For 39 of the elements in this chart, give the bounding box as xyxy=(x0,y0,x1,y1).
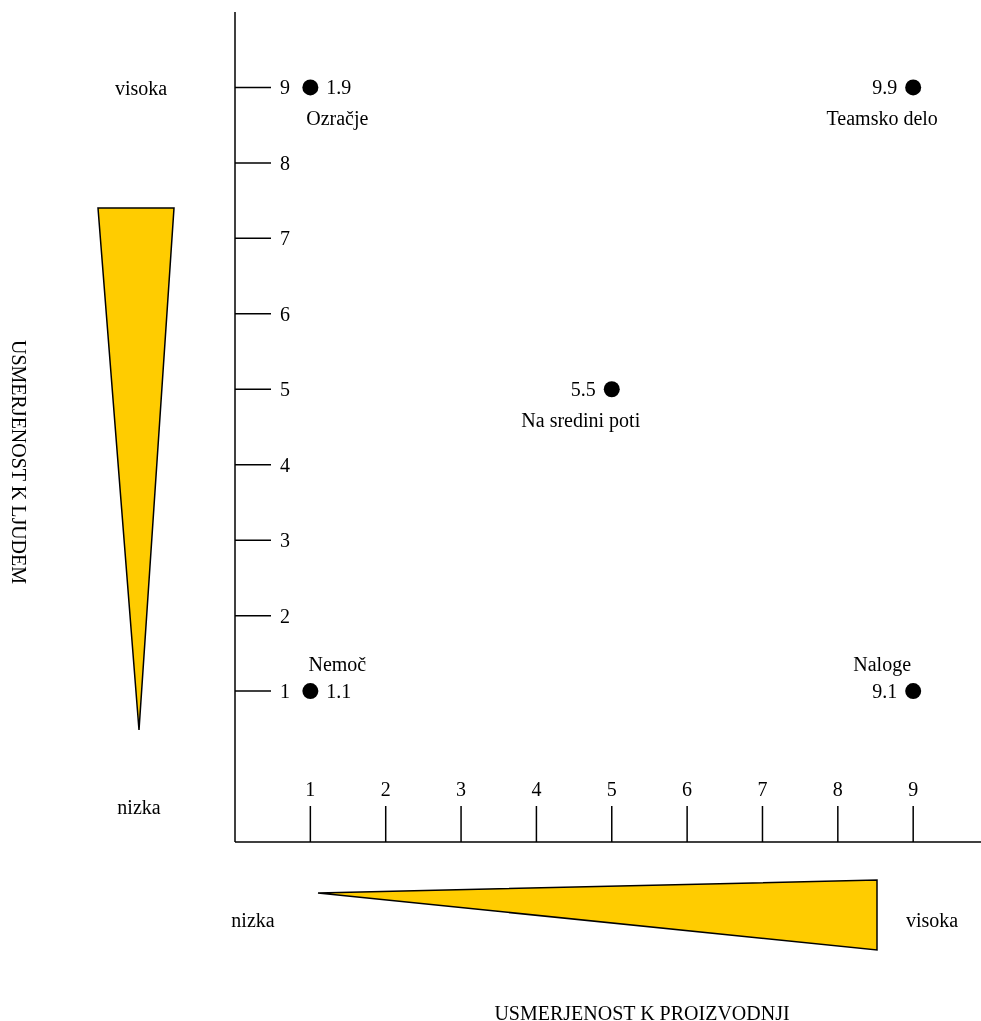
x-tick-label: 3 xyxy=(456,778,467,800)
x-tick-label: 9 xyxy=(908,778,919,800)
annotation: 5.5 xyxy=(570,378,596,401)
annotation: Na sredini poti xyxy=(521,409,641,433)
y-tick-label: 3 xyxy=(280,529,290,552)
annotation: Ozračje xyxy=(306,107,369,131)
annotation: 9.9 xyxy=(872,76,898,99)
point xyxy=(302,683,319,700)
annotation: 1.1 xyxy=(326,680,352,703)
annotation: Nemoč xyxy=(308,653,367,676)
y-tick-label: 7 xyxy=(280,227,290,250)
x-tick-label: 1 xyxy=(305,778,316,800)
text: nizka xyxy=(117,796,161,818)
text: visoka xyxy=(114,77,168,99)
y-tick-label: 4 xyxy=(280,453,290,476)
x-tick-label: 6 xyxy=(682,778,693,800)
y-tick-label: 8 xyxy=(280,151,290,174)
text: visoka xyxy=(905,909,959,931)
x-tick-label: 8 xyxy=(832,778,843,800)
y-tick-label: 5 xyxy=(280,378,290,401)
y-tick-label: 2 xyxy=(280,604,290,627)
text: USMERJENOST K PROIZVODNJI xyxy=(494,1002,790,1021)
point xyxy=(603,381,620,398)
annotation: 1.9 xyxy=(326,76,352,99)
point xyxy=(905,79,922,96)
text: USMERJENOST K LJUDEM xyxy=(8,339,30,585)
x-tick-label: 2 xyxy=(380,778,391,800)
y-tick-label: 6 xyxy=(280,302,290,325)
x-tick-label: 7 xyxy=(757,778,768,800)
point xyxy=(905,683,922,700)
y-tick-label: 1 xyxy=(280,680,290,703)
x-tick-label: 5 xyxy=(606,778,617,800)
y-tick-label: 9 xyxy=(280,76,290,99)
annotation: 9.1 xyxy=(872,680,898,703)
text: nizka xyxy=(231,909,275,931)
annotation: Naloge xyxy=(853,653,912,677)
x-tick-label: 4 xyxy=(531,778,542,800)
annotation: Teamsko delo xyxy=(826,107,938,130)
point xyxy=(302,79,319,96)
